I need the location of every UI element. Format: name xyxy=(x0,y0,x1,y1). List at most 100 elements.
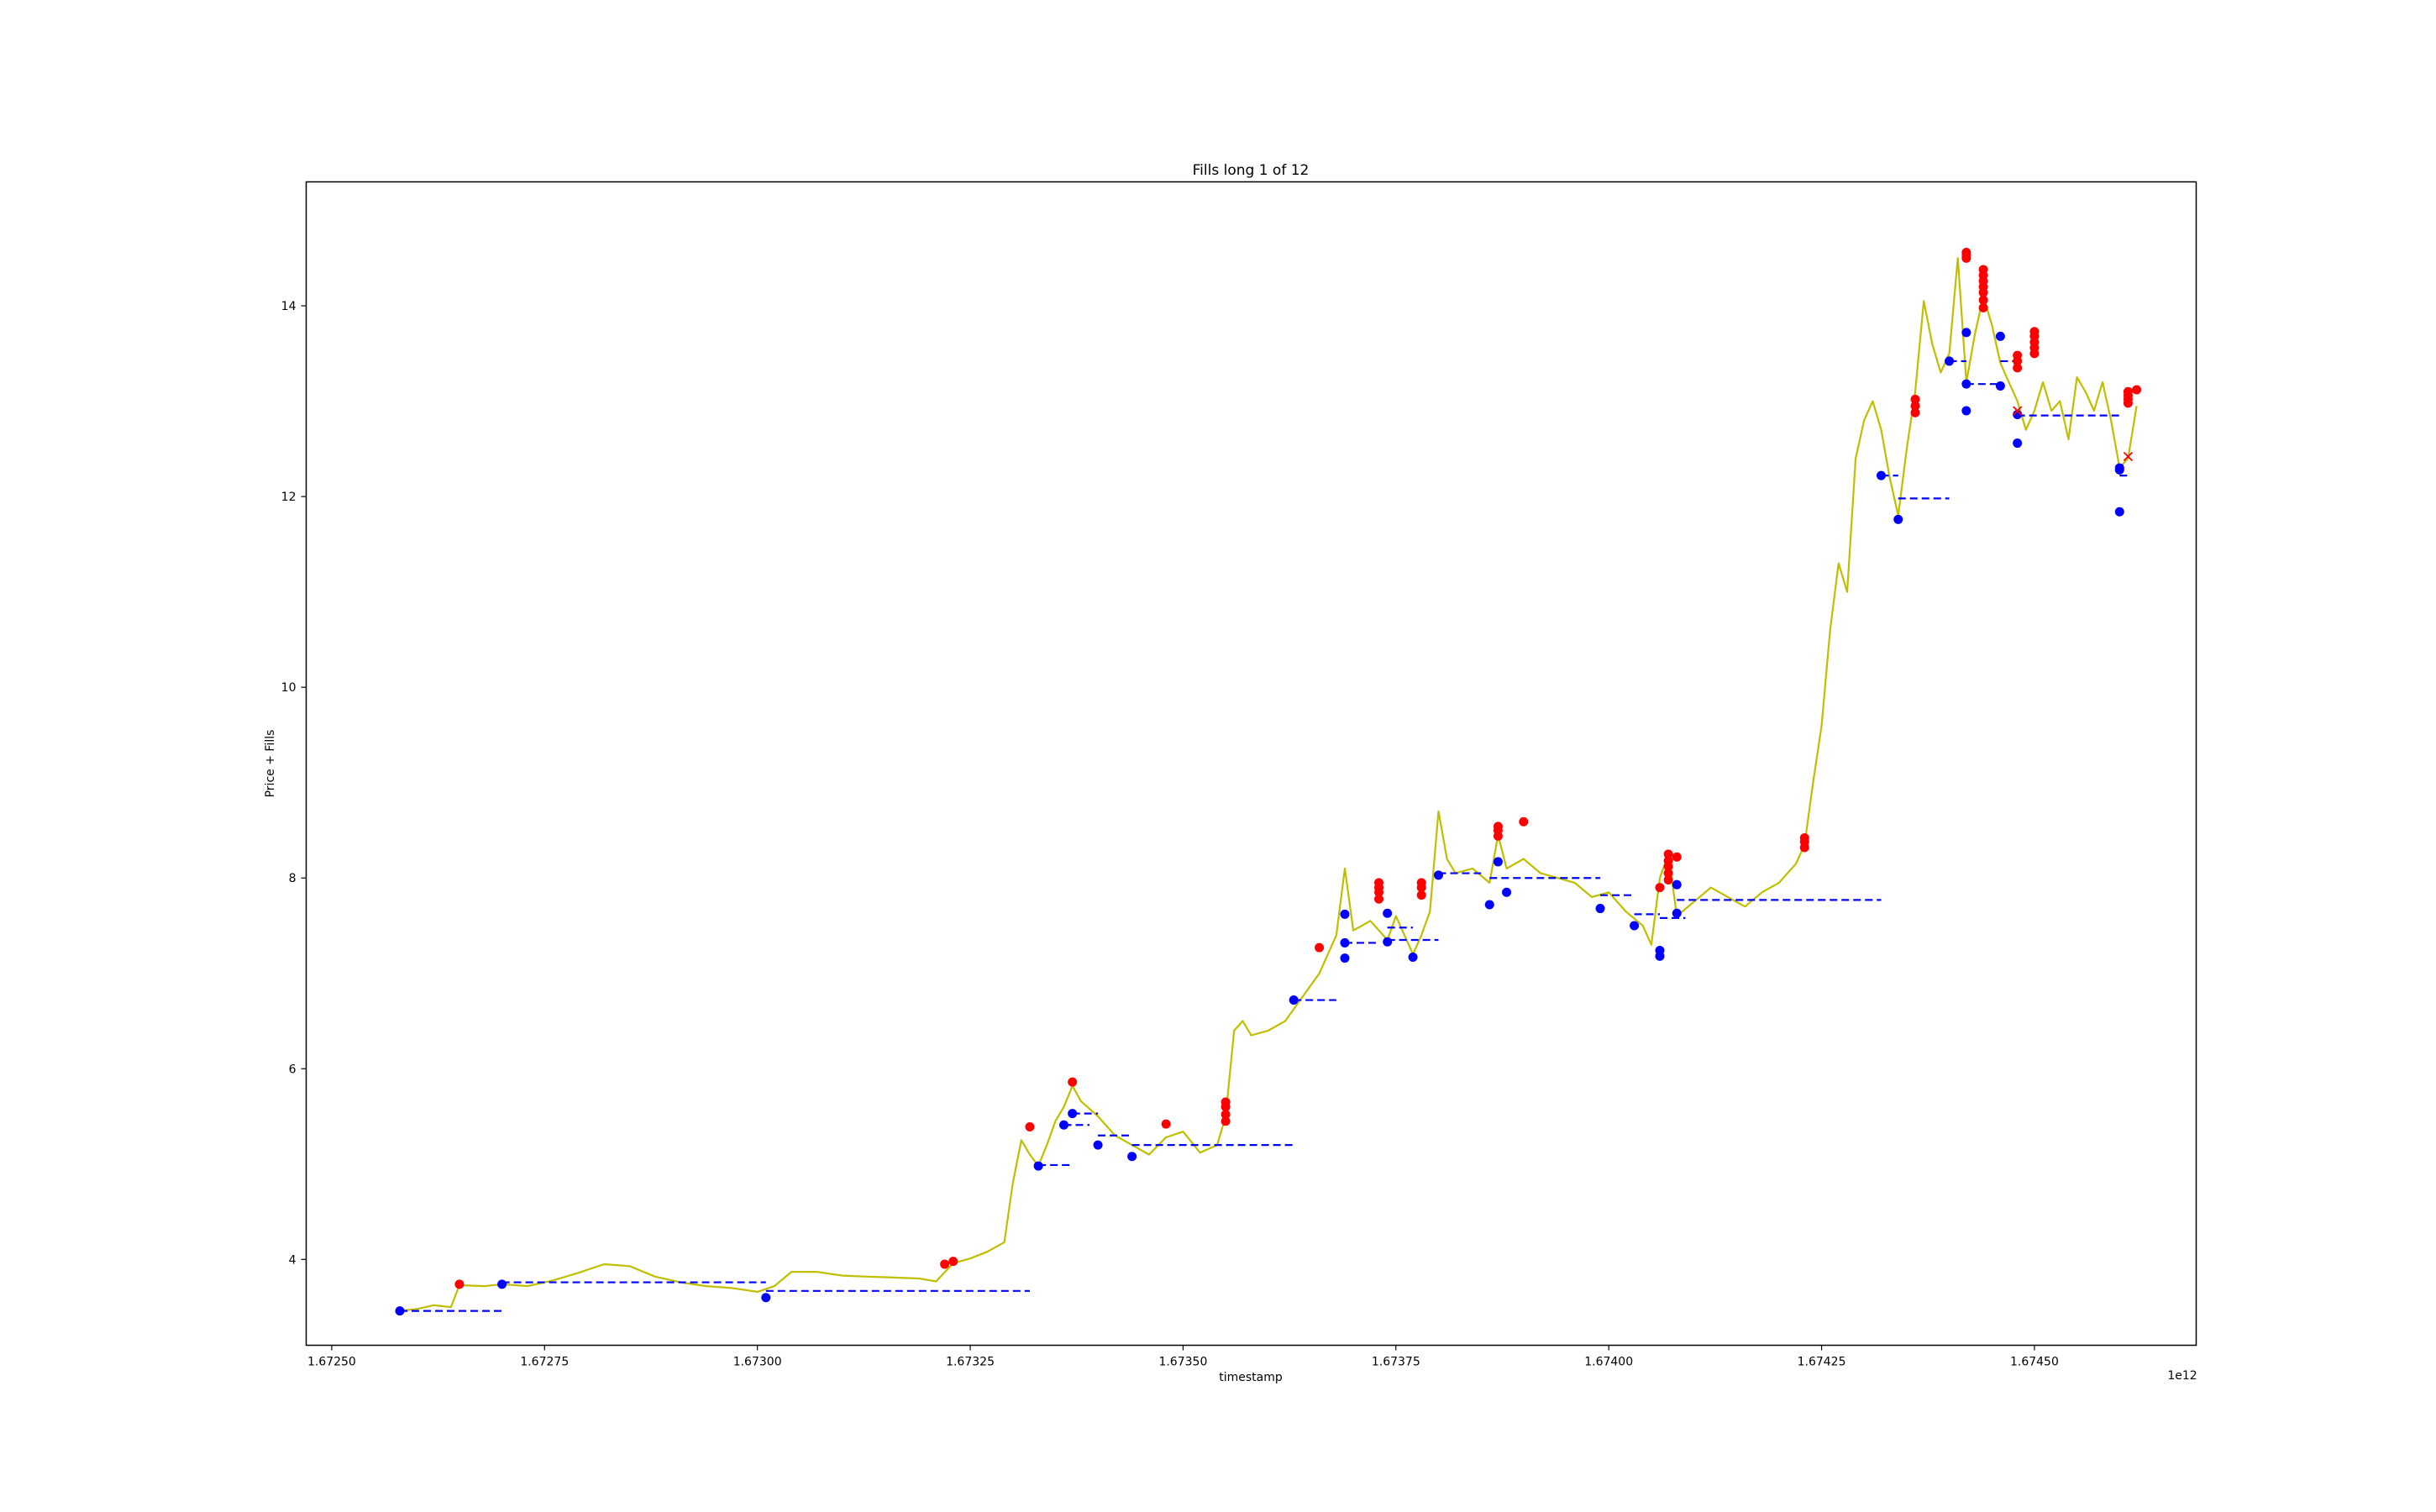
buy-fill-point xyxy=(1340,953,1350,963)
sell-fill-point xyxy=(1068,1077,1078,1087)
sell-fill-point xyxy=(2132,385,2142,395)
sell-fill-point xyxy=(1978,302,1988,312)
price-line xyxy=(399,257,2138,1312)
x-tick-label: 1.67375 xyxy=(1372,1356,1420,1369)
buy-fill-point xyxy=(1995,381,2005,391)
buy-fill-point xyxy=(1655,951,1665,961)
sell-fill-point xyxy=(940,1259,950,1269)
x-tick-label: 1.67400 xyxy=(1584,1356,1633,1369)
sell-fill-point xyxy=(1493,822,1503,832)
buy-fill-point xyxy=(1033,1161,1043,1171)
sell-fill-point xyxy=(1025,1122,1035,1132)
sell-fill-point xyxy=(1663,856,1673,866)
y-tick-label: 10 xyxy=(281,681,297,695)
buy-fill-point xyxy=(1595,904,1605,914)
buy-fill-point xyxy=(1961,379,1971,389)
sell-fill-point xyxy=(1655,883,1665,893)
buy-fill-point xyxy=(1995,331,2005,341)
buy-fill-point xyxy=(1484,900,1494,910)
price-layer xyxy=(399,257,2138,1312)
buy-fill-point xyxy=(1493,857,1503,867)
close-mark xyxy=(2123,451,2134,462)
sell-fill-point xyxy=(1663,869,1673,879)
buy-fill-point xyxy=(1340,909,1350,919)
buy-fill-point xyxy=(1961,328,1971,338)
sell-fill-point xyxy=(1910,394,1920,404)
buy-fill-point xyxy=(2013,438,2023,449)
y-tick-label: 12 xyxy=(281,491,297,504)
close-mark xyxy=(2013,406,2023,416)
x-axis-offset-label: 1e12 xyxy=(2167,1369,2197,1383)
sell-fill-point xyxy=(1663,875,1673,885)
buy-fill-point xyxy=(395,1306,405,1316)
buy-fill-point xyxy=(497,1279,507,1289)
sell-fill-point xyxy=(1221,1110,1231,1120)
sell-fill-point xyxy=(1910,401,1920,411)
sell-fill-point xyxy=(1374,878,1384,888)
y-tick-label: 4 xyxy=(289,1253,297,1267)
sell-fill-point xyxy=(1416,890,1426,900)
x-axis: 1.67250 1.67275 1.67300 1.67325 1.67350 1.673… xyxy=(307,1345,2059,1369)
buy-fill-point xyxy=(761,1293,771,1303)
buy-fill-point xyxy=(1068,1109,1078,1119)
y-tick-label: 14 xyxy=(281,300,297,313)
sell-fill-point xyxy=(1978,295,1988,305)
sell-fill-point xyxy=(1374,894,1384,904)
buy-fill-point xyxy=(1289,995,1299,1005)
buy-fill-point xyxy=(1408,952,1418,962)
buy-fill-point xyxy=(1945,356,1955,366)
buy-fill-point xyxy=(1340,937,1350,948)
buy-fill-point xyxy=(1127,1152,1137,1162)
buy-fill-point xyxy=(1630,921,1640,931)
sell-fill-point xyxy=(1961,248,1971,258)
buy-fill-point xyxy=(2114,507,2124,517)
buy-fill-point xyxy=(1433,870,1443,880)
sell-fill-point xyxy=(1519,816,1529,827)
x-axis-label: timestamp xyxy=(1219,1371,1283,1384)
sell-fill-point xyxy=(948,1257,958,1267)
buy-fill-point xyxy=(1893,514,1903,524)
x-tick-label: 1.67300 xyxy=(733,1356,782,1369)
sell-fill-point xyxy=(2029,327,2040,337)
sell-fill-point xyxy=(2013,363,2023,373)
y-tick-label: 6 xyxy=(289,1063,297,1076)
sell-fill-point xyxy=(1910,407,1920,417)
sell-fill-point xyxy=(454,1279,465,1289)
y-tick-label: 8 xyxy=(289,872,297,885)
sell-fill-point xyxy=(1978,265,1988,275)
plot-area xyxy=(395,248,2142,1316)
buy-fill-point xyxy=(1961,406,1971,416)
buy-fill-point xyxy=(1093,1140,1103,1150)
buy-fill-point xyxy=(1877,470,1886,480)
sell-fill-point xyxy=(1416,878,1426,888)
buy-fill-point xyxy=(1672,908,1682,918)
position-price-layer xyxy=(399,360,2129,1312)
sell-fill-point xyxy=(1315,942,1325,953)
sell-fill-point xyxy=(2013,350,2023,360)
y-axis-label: Price + Fills xyxy=(264,730,277,798)
buy-fill-point xyxy=(1672,879,1682,890)
x-tick-label: 1.67250 xyxy=(307,1356,356,1369)
buy-fill-point xyxy=(1502,887,1512,897)
sell-fill-point xyxy=(1221,1097,1231,1107)
buy-fill-point xyxy=(1383,908,1393,918)
axes-frame xyxy=(305,181,2197,1347)
sell-fill-point xyxy=(2123,386,2133,396)
x-tick-label: 1.67350 xyxy=(1158,1356,1207,1369)
buy-fill-point xyxy=(2114,465,2124,475)
x-tick-label: 1.67425 xyxy=(1798,1356,1846,1369)
x-tick-label: 1.67325 xyxy=(946,1356,995,1369)
fills-layer xyxy=(395,248,2142,1316)
sell-fill-point xyxy=(1161,1119,1171,1129)
sell-fill-point xyxy=(1799,833,1809,843)
chart-title: Fills long 1 of 12 xyxy=(1193,162,1310,179)
buy-fill-point xyxy=(1059,1120,1069,1130)
y-axis: 4 6 8 10 12 14 xyxy=(281,300,307,1267)
x-tick-label: 1.67275 xyxy=(520,1356,569,1369)
buy-fill-point xyxy=(1383,937,1393,947)
sell-fill-point xyxy=(1221,1116,1231,1126)
x-tick-label: 1.67450 xyxy=(2010,1356,2059,1369)
sell-fill-point xyxy=(1663,849,1673,859)
